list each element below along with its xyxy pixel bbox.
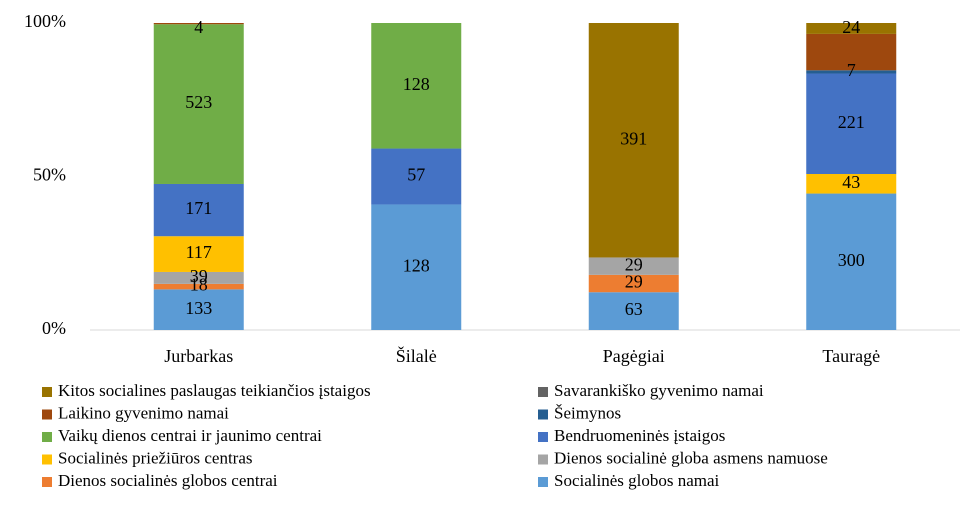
y-tick-label: 0% bbox=[42, 318, 66, 338]
bar-segment bbox=[806, 23, 897, 34]
data-label: 24 bbox=[842, 17, 860, 37]
legend-label: Dienos socialinė globa asmens namuose bbox=[554, 448, 828, 467]
bar-segment bbox=[153, 283, 244, 290]
legend-label: Bendruomeninės įstaigos bbox=[554, 426, 725, 445]
data-label: 133 bbox=[185, 298, 212, 318]
x-tick-label: Pagėgiai bbox=[603, 346, 665, 366]
bar-segment bbox=[806, 33, 897, 71]
data-label: 523 bbox=[185, 92, 212, 112]
bar-segment bbox=[371, 148, 462, 205]
legend-swatch bbox=[538, 454, 548, 465]
data-label: 300 bbox=[838, 250, 865, 270]
data-label: 29 bbox=[625, 254, 643, 274]
bar-segment bbox=[588, 292, 679, 330]
bar-segment bbox=[806, 70, 897, 74]
bar-segment bbox=[153, 289, 244, 330]
data-label: 39 bbox=[190, 266, 208, 286]
data-label: 43 bbox=[842, 172, 860, 192]
x-tick-label: Šilalė bbox=[396, 345, 437, 366]
data-label: 391 bbox=[620, 128, 647, 148]
legend-label: Laikino gyvenimo namai bbox=[58, 403, 229, 422]
legend-swatch bbox=[42, 432, 52, 442]
bar-segment bbox=[153, 23, 244, 25]
legend-label: Savarankiško gyvenimo namai bbox=[554, 381, 764, 400]
bar-segment bbox=[153, 183, 244, 237]
legend-label: Kitos socialines paslaugas teikiančios į… bbox=[58, 381, 371, 400]
data-label: 117 bbox=[186, 242, 212, 262]
legend-swatch bbox=[42, 454, 52, 465]
legend-swatch bbox=[538, 409, 548, 420]
legend-label: Socialinės priežiūros centras bbox=[58, 448, 253, 467]
legend-label: Dienos socialinės globos centrai bbox=[58, 471, 278, 490]
y-tick-label: 50% bbox=[33, 165, 66, 185]
legend-swatch bbox=[42, 387, 52, 397]
data-label: 63 bbox=[625, 299, 643, 319]
bar-segment bbox=[806, 173, 897, 194]
data-label: 18 bbox=[190, 275, 208, 295]
legend-swatch bbox=[42, 409, 52, 420]
data-label: 221 bbox=[838, 112, 865, 132]
x-tick-label: Jurbarkas bbox=[164, 346, 233, 366]
x-tick-label: Tauragė bbox=[822, 346, 880, 366]
bar-segment bbox=[153, 271, 244, 284]
bar-segment bbox=[588, 23, 679, 258]
legend-swatch bbox=[538, 432, 548, 442]
bar-segment bbox=[153, 236, 244, 272]
bar-segment bbox=[806, 193, 897, 330]
data-label: 128 bbox=[403, 74, 430, 94]
data-label: 171 bbox=[185, 198, 212, 218]
data-label: 128 bbox=[403, 255, 430, 275]
legend-swatch bbox=[538, 387, 548, 397]
bar-segment bbox=[806, 73, 897, 174]
data-label: 7 bbox=[847, 60, 856, 80]
bar-segment bbox=[371, 204, 462, 330]
data-label: 29 bbox=[625, 272, 643, 292]
data-label: 57 bbox=[407, 165, 425, 185]
bar-segment bbox=[153, 24, 244, 184]
bar-segment bbox=[371, 23, 462, 149]
bar-segment bbox=[588, 274, 679, 293]
bar-segment bbox=[588, 257, 679, 275]
legend-label: Vaikų dienos centrai ir jaunimo centrai bbox=[58, 426, 322, 445]
legend-label: Šeimynos bbox=[554, 403, 621, 422]
legend-swatch bbox=[42, 477, 52, 487]
legend-swatch bbox=[538, 477, 548, 487]
y-tick-label: 100% bbox=[24, 11, 66, 31]
legend-label: Socialinės globos namai bbox=[554, 471, 720, 490]
data-label: 4 bbox=[194, 17, 203, 37]
